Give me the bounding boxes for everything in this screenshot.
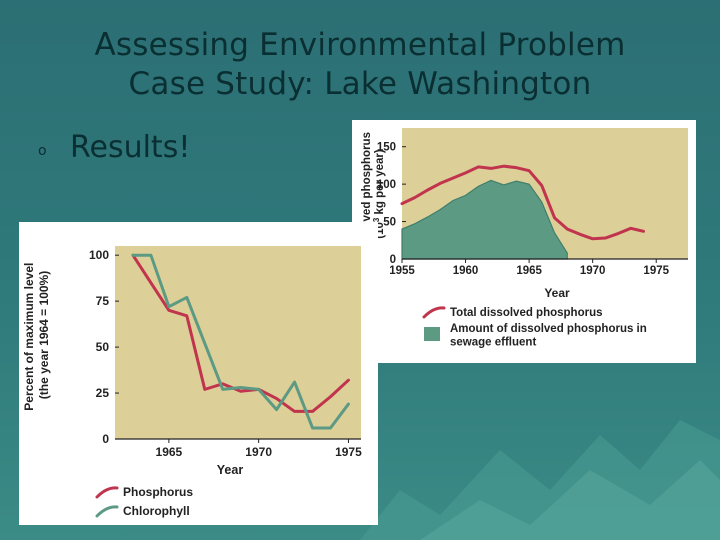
slide-title: Assessing Environmental Problem Case Stu… <box>0 26 720 104</box>
dissolved-phosphorus-chart-panel: Dissolved phosphorus (103 kg per year) Y… <box>352 120 696 363</box>
chart2-series-area-effluent <box>401 179 568 260</box>
mountain-backdrop-image <box>360 420 720 540</box>
chart2-x-tick-label: 1955 <box>389 265 415 277</box>
chart1-ylabel: Percent of maximum level (the year 1964 … <box>22 259 51 410</box>
chart1-y-tick-label: 100 <box>89 248 109 262</box>
bullet-marker: o <box>38 143 47 159</box>
chart1-x-tick-label: 1970 <box>245 445 272 459</box>
phosphorus-chlorophyll-chart: Percent of maximum level (the year 1964 … <box>22 246 362 518</box>
chart1-y-tick-label: 50 <box>96 340 110 354</box>
chart2-x-tick-label: 1960 <box>453 265 479 277</box>
chart1-legend-chlorophyll-label: Chlorophyll <box>123 504 190 518</box>
chart2-x-tick-label: 1970 <box>580 265 606 277</box>
chart1-xlabel: Year <box>217 463 244 477</box>
chart2-y-tick-label: 50 <box>383 217 396 229</box>
chart2-x-tick-label: 1965 <box>516 265 542 277</box>
chart2-xlabel: Year <box>544 286 570 300</box>
chart1-series-line-chlorophyll <box>131 253 350 430</box>
chart1-y-tick-label: 0 <box>102 432 109 446</box>
chart2-y-tick-label: 0 <box>390 254 396 266</box>
bullet-text: Results! <box>70 130 191 165</box>
chart1-legend-phosphorus-swatch <box>95 486 119 499</box>
chart2-legend-amount-of-dissolved-phosphorus-in-sewage-effluent-swatch <box>424 327 440 341</box>
chart2-legend-total-dissolved-phosphorus-label: Total dissolved phosphorus <box>450 307 603 319</box>
chart1-x-tick-label: 1975 <box>335 445 362 459</box>
chart1-plot-area <box>115 246 361 439</box>
chart1-x-tick-label: 1965 <box>156 445 183 459</box>
chart2-legend-amount-of-dissolved-phosphorus-in-sewage-effluent-label: Amount of dissolved phosphorus in sewage … <box>450 323 647 349</box>
chart1-y-tick-label: 25 <box>96 386 110 400</box>
chart2-y-tick-label: 150 <box>377 142 396 154</box>
chart2-series-line-total-dissolved-phosphorus <box>400 164 646 241</box>
chart2-legend-total-dissolved-phosphorus-swatch <box>422 306 446 319</box>
chart2-y-tick-label: 100 <box>377 179 396 191</box>
chart1-series-line-phosphorus <box>131 253 350 413</box>
chart1-legend-chlorophyll-swatch <box>95 505 119 518</box>
title-line-2: Case Study: Lake Washington <box>128 66 592 102</box>
chart1-legend-phosphorus-label: Phosphorus <box>123 485 193 499</box>
chart1-y-tick-label: 75 <box>96 294 110 308</box>
phosphorus-chlorophyll-chart-panel: Percent of maximum level (the year 1964 … <box>19 222 378 525</box>
dissolved-phosphorus-chart: Dissolved phosphorus (103 kg per year) Y… <box>361 128 688 349</box>
chart2-x-tick-label: 1975 <box>643 265 669 277</box>
title-line-1: Assessing Environmental Problem <box>94 27 626 63</box>
